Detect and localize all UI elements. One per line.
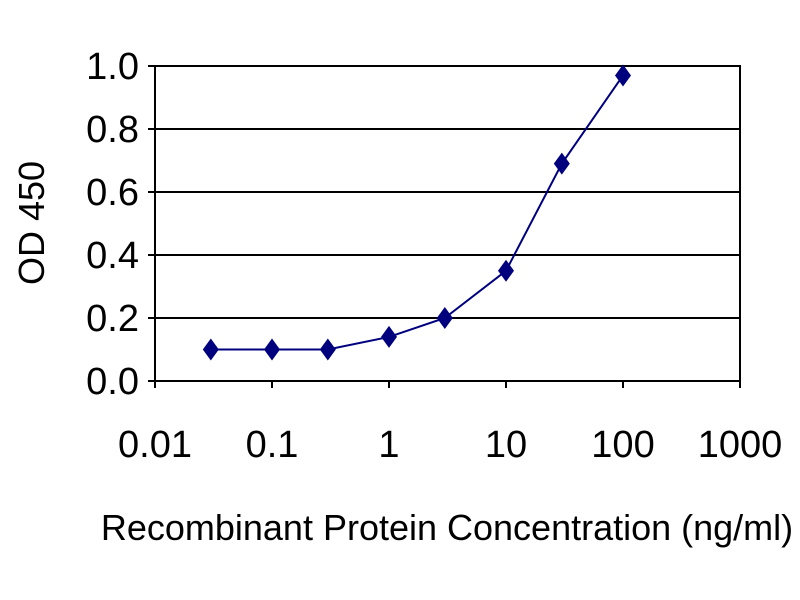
- data-point-4: [436, 307, 453, 329]
- y-tick-label-4: 0.8: [86, 109, 139, 151]
- plot-area: [154, 65, 741, 382]
- data-point-6: [553, 152, 570, 175]
- x-tick-label-1: 0.1: [246, 424, 299, 466]
- data-point-5: [498, 259, 514, 282]
- x-tick-label-5: 1000: [698, 424, 783, 466]
- x-tick-label-3: 10: [485, 424, 527, 466]
- y-axis-label: OD 450: [11, 161, 52, 285]
- y-axis-ticks: 0.0 0.2 0.4 0.6 0.8 1.0: [86, 46, 155, 403]
- y-tick-label-0: 0.0: [86, 361, 139, 403]
- x-tick-label-2: 1: [378, 424, 399, 466]
- data-point-7: [615, 64, 631, 87]
- y-tick-label-2: 0.4: [86, 235, 139, 277]
- x-axis-ticks: 0.01 0.1 1 10 100 1000: [118, 381, 782, 466]
- data-point-2: [319, 338, 336, 361]
- data-point-3: [381, 325, 397, 348]
- data-point-0: [202, 338, 219, 361]
- data-point-1: [264, 338, 280, 361]
- x-axis-label: Recombinant Protein Concentration (ng/ml…: [101, 507, 793, 548]
- series-line-0: [210, 74, 624, 351]
- x-tick-label-4: 100: [591, 424, 654, 466]
- y-tick-label-3: 0.6: [86, 172, 139, 214]
- y-tick-label-5: 1.0: [86, 46, 139, 88]
- y-tick-label-1: 0.2: [86, 298, 139, 340]
- series-group: [202, 64, 631, 361]
- x-tick-label-0: 0.01: [118, 424, 192, 466]
